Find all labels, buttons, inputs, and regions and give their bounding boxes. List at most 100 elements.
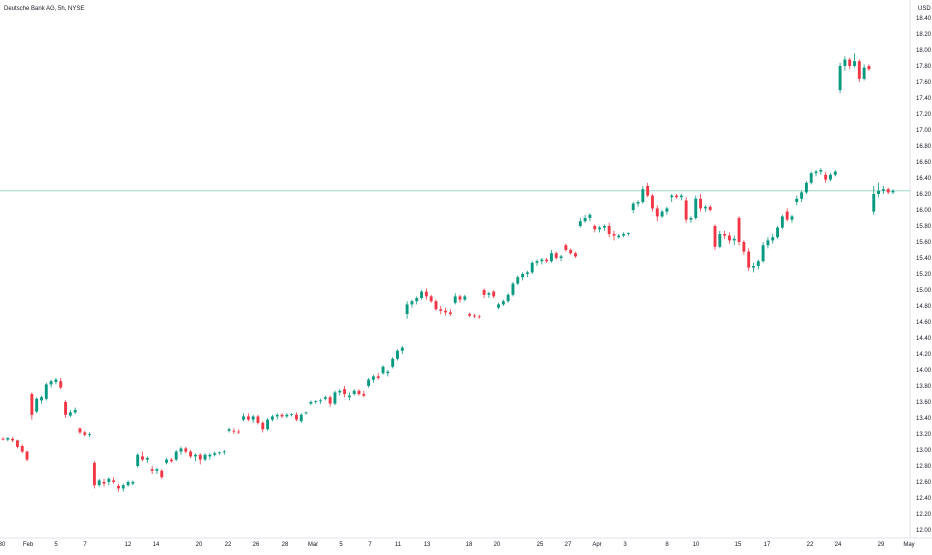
candle-down[interactable] [78,428,82,433]
candle-down[interactable] [867,66,871,70]
candle-down[interactable] [713,226,717,247]
candle-up[interactable] [314,401,318,402]
candle-down[interactable] [198,454,202,460]
candle-up[interactable] [732,238,736,241]
candle-up[interactable] [290,414,294,415]
candle-up[interactable] [179,448,183,452]
candle-down[interactable] [25,451,29,460]
candle-down[interactable] [11,438,15,441]
candle-up[interactable] [410,301,414,305]
candle-up[interactable] [559,256,563,258]
candle-down[interactable] [448,312,452,314]
candle-up[interactable] [213,453,217,455]
candle-down[interactable] [434,301,438,310]
candle-down[interactable] [30,394,34,415]
candle-down[interactable] [651,195,654,209]
candle-up[interactable] [602,226,606,228]
candle-down[interactable] [684,200,688,220]
candle-down[interactable] [117,486,120,489]
candle-down[interactable] [92,462,96,486]
candle-up[interactable] [718,234,722,247]
candle-down[interactable] [482,290,486,295]
candle-down[interactable] [429,296,433,302]
candle-up[interactable] [405,304,409,314]
candle-up[interactable] [598,227,601,230]
candle-up[interactable] [891,190,895,193]
candle-up[interactable] [251,416,255,420]
candle-down[interactable] [184,448,188,452]
candle-up[interactable] [872,194,876,212]
candle-down[interactable] [237,431,241,433]
candle-up[interactable] [752,266,755,268]
candle-up[interactable] [145,458,149,460]
candle-up[interactable] [819,170,823,172]
candle-up[interactable] [809,173,813,183]
candle-up[interactable] [121,485,125,489]
candle-down[interactable] [646,186,650,196]
candle-down[interactable] [473,315,476,317]
candle-down[interactable] [362,394,366,396]
candle-up[interactable] [804,182,808,193]
candle-down[interactable] [357,390,361,394]
candle-down[interactable] [150,469,154,471]
candle-down[interactable] [554,253,558,258]
candle-down[interactable] [848,59,852,66]
candle-up[interactable] [780,216,784,228]
candle-up[interactable] [333,392,337,404]
candle-up[interactable] [862,67,866,79]
candle-down[interactable] [655,208,659,217]
candle-down[interactable] [675,195,678,198]
candle-up[interactable] [833,171,837,175]
candle-down[interactable] [699,198,703,209]
candle-up[interactable] [790,216,794,220]
candle-up[interactable] [266,419,270,430]
candle-down[interactable] [169,459,173,462]
candle-up[interactable] [530,262,534,273]
candle-down[interactable] [444,310,448,313]
candle-up[interactable] [400,347,404,351]
candle-up[interactable] [165,459,169,463]
candle-down[interactable] [280,414,284,417]
candle-down[interactable] [256,416,260,423]
candle-up[interactable] [44,384,48,399]
candle-up[interactable] [227,429,231,431]
candle-down[interactable] [376,376,380,378]
candle-down[interactable] [742,242,746,252]
candle-up[interactable] [54,379,58,382]
candle-up[interactable] [275,414,279,417]
candle-up[interactable] [631,203,635,210]
candle-up[interactable] [679,195,683,198]
candle-up[interactable] [73,410,77,413]
candle-up[interactable] [549,253,553,262]
candle-up[interactable] [319,400,322,402]
candle-down[interactable] [564,245,568,250]
candle-up[interactable] [487,293,491,295]
candle-up[interactable] [49,381,53,385]
candle-down[interactable] [15,440,19,447]
candle-up[interactable] [299,414,303,422]
candle-down[interactable] [727,235,731,241]
candle-up[interactable] [771,237,775,241]
candle-down[interactable] [59,381,63,388]
candle-up[interactable] [511,283,515,295]
candle-up[interactable] [521,274,525,278]
candle-up[interactable] [371,376,375,380]
candle-down[interactable] [492,291,496,297]
candle-down[interactable] [824,174,828,180]
candle-up[interactable] [381,366,385,374]
candle-up[interactable] [391,358,395,367]
candle-up[interactable] [622,234,626,236]
candle-up[interactable] [636,202,640,204]
candle-down[interactable] [1,438,5,440]
candle-up[interactable] [703,206,707,209]
candle-down[interactable] [141,456,144,460]
candle-up[interactable] [222,451,226,453]
candle-up[interactable] [420,291,423,298]
candle-up[interactable] [540,259,544,262]
candle-up[interactable] [6,438,10,440]
candle-down[interactable] [328,397,332,404]
candle-up[interactable] [131,482,135,484]
candle-up[interactable] [838,66,842,90]
candle-up[interactable] [304,412,308,414]
